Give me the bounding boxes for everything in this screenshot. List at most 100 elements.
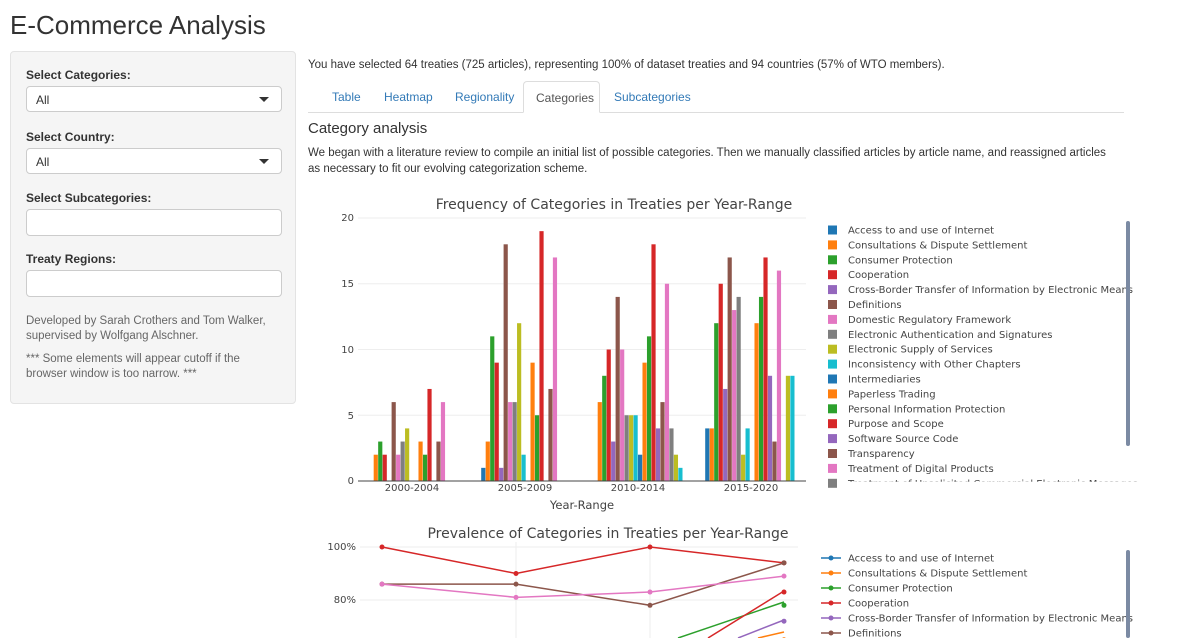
bar: [534, 415, 540, 481]
bar: [655, 428, 661, 481]
x-tick: 2015-2020: [724, 483, 779, 494]
subcategories-input[interactable]: [26, 209, 282, 236]
credits-text: Developed by Sarah Crothers and Tom Walk…: [26, 315, 266, 342]
legend-item[interactable]: Paperless Trading: [848, 389, 936, 400]
legend-swatch: [828, 389, 837, 399]
y-tick: 15: [341, 279, 354, 290]
bar: [539, 231, 544, 481]
legend-item[interactable]: Electronic Authentication and Signatures: [848, 330, 1053, 341]
legend-item[interactable]: Personal Information Protection: [848, 404, 1005, 415]
legend-item[interactable]: Cooperation: [848, 270, 909, 281]
legend-item[interactable]: Domestic Regulatory Framework: [848, 315, 1011, 326]
bar: [767, 375, 773, 481]
legend-item[interactable]: Treatment of Digital Products: [847, 464, 994, 475]
legend-swatch: [828, 255, 837, 265]
categories-select[interactable]: All: [26, 86, 282, 112]
bar: [642, 362, 647, 481]
data-point: [781, 560, 787, 566]
bar-chart-bars: [373, 231, 795, 481]
bar: [494, 362, 499, 481]
bar: [633, 415, 638, 481]
bar: [602, 375, 607, 481]
legend-swatch: [828, 285, 837, 295]
legend-scrollbar[interactable]: [1126, 221, 1130, 446]
bar: [785, 375, 791, 481]
bar: [400, 441, 405, 481]
tab-heatmap[interactable]: Heatmap: [384, 90, 433, 104]
tab-regionality[interactable]: Regionality: [455, 90, 515, 104]
series-line: [382, 562, 785, 607]
data-point: [781, 602, 787, 608]
bar: [382, 454, 387, 481]
legend-item[interactable]: Consumer Protection: [848, 584, 953, 595]
legend-item[interactable]: Access to and use of Internet: [848, 226, 994, 237]
bar: [373, 454, 378, 481]
bar: [517, 323, 522, 481]
legend-swatch: [828, 419, 837, 429]
legend-swatch: [828, 570, 834, 576]
tab-categories[interactable]: Categories: [523, 81, 600, 113]
legend-item[interactable]: Definitions: [848, 629, 902, 638]
legend-swatch: [828, 240, 837, 250]
treaty-regions-input[interactable]: [26, 270, 282, 297]
legend-swatch: [828, 600, 834, 606]
tab-subcategories[interactable]: Subcategories: [614, 90, 691, 104]
legend-item[interactable]: Access to and use of Internet: [848, 554, 994, 565]
sidebar: Select Categories: All Select Country: A…: [10, 51, 296, 404]
legend-item[interactable]: Inconsistency with Other Chapters: [848, 360, 1021, 371]
y-tick: 80%: [334, 595, 356, 606]
legend-item[interactable]: Treatment of Unsolicited Commercial Elec…: [847, 479, 1138, 490]
series-line: [677, 601, 785, 638]
bar: [427, 388, 432, 481]
bar: [763, 257, 768, 481]
prevalence-line-chart[interactable]: Prevalence of Categories in Treaties per…: [308, 518, 1138, 638]
legend-item[interactable]: Cross-Border Transfer of Information by …: [848, 614, 1133, 625]
legend-swatch: [828, 434, 837, 444]
legend-item[interactable]: Software Source Code: [848, 434, 958, 445]
tab-bar: Table Heatmap Regionality Categories Sub…: [308, 81, 1124, 113]
bar: [629, 415, 634, 481]
series-line: [381, 575, 785, 599]
legend-item[interactable]: Transparency: [847, 449, 915, 460]
series-line: [737, 619, 785, 638]
legend-item[interactable]: Consultations & Dispute Settlement: [848, 240, 1027, 251]
cutoff-warning: *** Some elements will appear cutoff if …: [26, 353, 240, 380]
bar: [669, 428, 674, 481]
bar: [709, 428, 714, 481]
series-line: [757, 631, 785, 638]
bar: [732, 310, 737, 481]
bar: [714, 323, 719, 481]
legend-item[interactable]: Purpose and Scope: [848, 419, 944, 430]
legend-item[interactable]: Consumer Protection: [848, 255, 953, 266]
tab-table[interactable]: Table: [332, 90, 361, 104]
x-tick: 2010-2014: [611, 483, 666, 494]
y-tick: 0: [348, 476, 354, 487]
legend-item[interactable]: Consultations & Dispute Settlement: [848, 569, 1027, 580]
legend-scrollbar[interactable]: [1126, 550, 1130, 638]
chevron-down-icon: [259, 97, 269, 102]
country-select[interactable]: All: [26, 148, 282, 174]
bar: [620, 349, 625, 481]
bar-chart-legend[interactable]: Access to and use of Internet Consultatio…: [828, 225, 1138, 490]
legend-item[interactable]: Intermediaries: [848, 375, 921, 386]
bar: [664, 283, 670, 481]
bar: [758, 296, 764, 481]
bar: [521, 454, 526, 481]
bar: [651, 244, 656, 481]
select-country-label: Select Country:: [26, 130, 115, 144]
bar: [615, 296, 620, 481]
frequency-bar-chart[interactable]: Frequency of Categories in Treaties per …: [308, 186, 1138, 516]
data-point: [647, 589, 653, 595]
data-point: [379, 544, 385, 550]
legend-swatch: [828, 615, 834, 621]
legend-item[interactable]: Cooperation: [848, 599, 909, 610]
legend-swatch: [828, 463, 837, 473]
legend-item[interactable]: Definitions: [848, 300, 902, 311]
bar: [548, 388, 553, 481]
line-chart-gridlines: [360, 542, 798, 638]
bar: [776, 270, 782, 481]
legend-item[interactable]: Electronic Supply of Services: [848, 345, 993, 356]
bar: [378, 441, 383, 481]
legend-item[interactable]: Cross-Border Transfer of Information by …: [848, 285, 1133, 296]
line-chart-legend[interactable]: Access to and use of Internet Consultatio…: [821, 554, 1133, 638]
